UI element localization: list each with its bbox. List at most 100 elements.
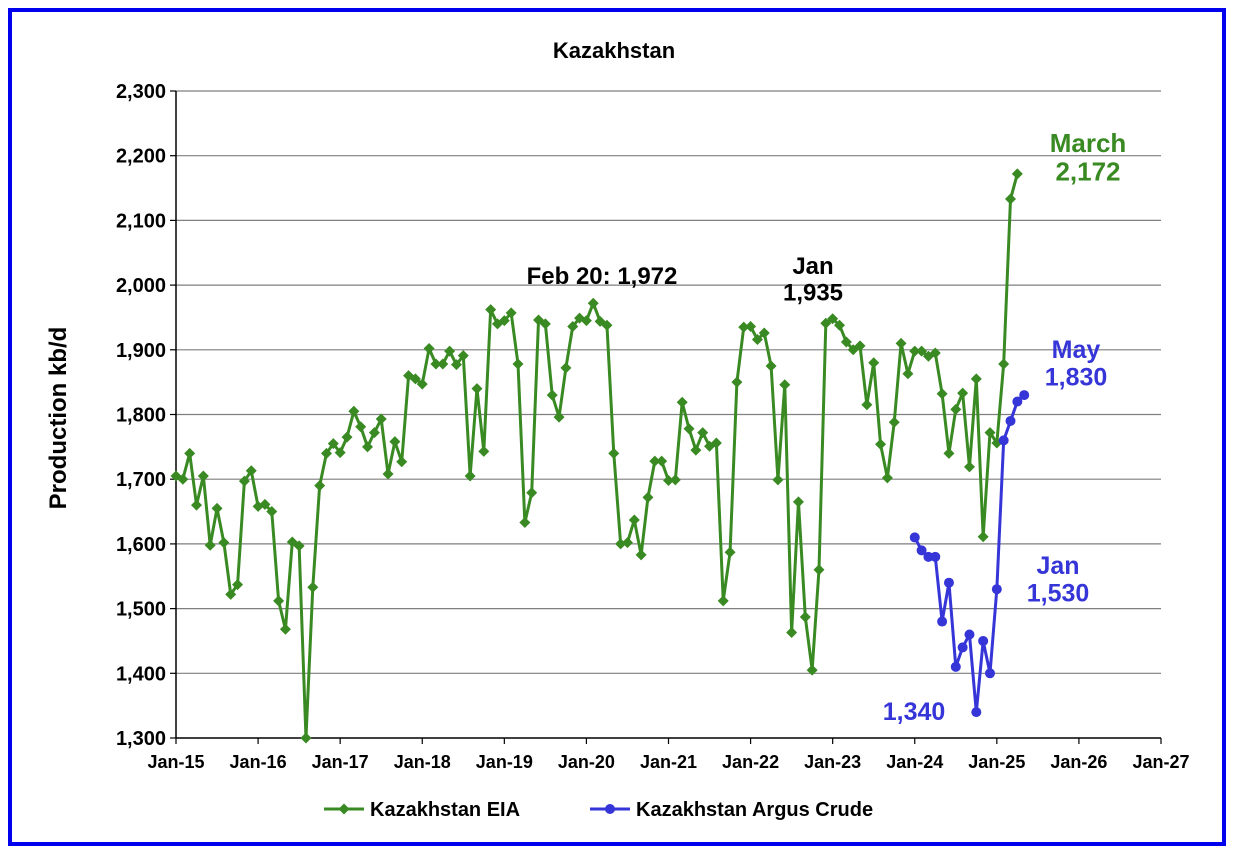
legend-item: Kazakhstan Argus Crude — [590, 799, 873, 821]
data-point — [327, 438, 339, 450]
data-point — [745, 321, 757, 333]
data-point — [731, 376, 743, 388]
data-point — [348, 405, 360, 417]
x-tick-label: Jan-20 — [558, 752, 615, 772]
data-point — [307, 581, 319, 593]
data-point — [676, 396, 688, 408]
data-point — [937, 616, 948, 627]
data-point — [998, 358, 1010, 370]
series-kazakhstan-eia — [170, 168, 1023, 744]
data-point — [293, 540, 305, 552]
annotation: Jan 1,935 — [783, 253, 843, 306]
data-point — [984, 668, 995, 679]
data-point — [273, 595, 285, 607]
chart-title: Kazakhstan — [553, 38, 675, 63]
legend: Kazakhstan EIA Kazakhstan Argus Crude — [324, 799, 873, 821]
data-point — [628, 514, 640, 526]
data-point — [512, 358, 524, 370]
data-point — [1005, 193, 1017, 205]
annotation-line: 2,172 — [1055, 157, 1120, 187]
data-point — [710, 437, 722, 449]
data-point — [663, 474, 674, 486]
y-tick-label: 1,700 — [116, 469, 166, 491]
data-point — [204, 539, 216, 551]
data-point — [943, 577, 954, 588]
data-point — [177, 473, 189, 485]
data-point — [184, 447, 196, 459]
data-point — [279, 623, 291, 635]
data-point — [875, 438, 887, 450]
data-point — [553, 411, 565, 423]
data-point — [779, 379, 791, 391]
annotation: 1,340 — [883, 698, 946, 726]
data-point — [751, 333, 763, 345]
data-point — [471, 383, 483, 395]
x-tick-label: Jan-16 — [230, 752, 287, 772]
data-point — [950, 661, 961, 672]
data-point — [375, 413, 387, 425]
series-kazakhstan-argus-crude — [909, 390, 1030, 718]
x-tick-label: Jan-21 — [640, 752, 697, 772]
data-point — [396, 456, 408, 468]
data-point — [218, 537, 230, 549]
annotation-line: 1,830 — [1045, 364, 1108, 392]
data-point — [820, 317, 832, 329]
data-point — [970, 373, 982, 385]
data-point — [649, 455, 661, 467]
data-point — [1011, 168, 1023, 180]
data-point — [238, 475, 250, 487]
data-point — [861, 399, 873, 411]
y-tick-label: 1,500 — [116, 599, 166, 621]
data-point — [978, 635, 989, 646]
data-point — [450, 359, 462, 371]
data-point — [957, 642, 968, 653]
data-point — [314, 480, 326, 492]
data-point — [341, 431, 353, 443]
data-point — [998, 435, 1009, 446]
legend-label: Kazakhstan EIA — [370, 799, 520, 821]
data-point — [936, 388, 948, 400]
data-point — [191, 499, 203, 511]
y-tick-label: 2,300 — [116, 81, 166, 103]
data-point — [786, 627, 798, 639]
x-tick-label: Jan-27 — [1132, 752, 1189, 772]
x-tick-label: Jan-15 — [147, 752, 204, 772]
data-point — [567, 321, 579, 333]
data-point — [916, 345, 928, 357]
data-point — [259, 498, 271, 510]
data-point — [211, 502, 223, 514]
data-point — [382, 468, 394, 480]
y-tick-labels: 1,300 1,400 1,500 1,600 1,700 1,800 1,900 2,000… — [116, 81, 166, 750]
x-tick-label: Jan-18 — [394, 752, 451, 772]
data-point — [902, 368, 914, 380]
data-point — [840, 336, 852, 348]
y-tick-label: 1,600 — [116, 534, 166, 556]
grid — [176, 90, 1161, 674]
legend-item: Kazakhstan EIA — [324, 799, 520, 821]
annotation-line: March — [1050, 128, 1127, 158]
data-point — [334, 447, 346, 459]
data-point — [724, 546, 736, 558]
y-tick-label: 1,300 — [116, 728, 166, 750]
data-point — [601, 319, 613, 331]
data-point — [656, 455, 668, 467]
data-point — [758, 327, 770, 339]
y-tick-label: 1,900 — [116, 340, 166, 362]
data-point — [991, 584, 1002, 595]
data-point — [888, 416, 900, 428]
series-line — [175, 173, 1019, 740]
x-tick-label: Jan-24 — [886, 752, 943, 772]
data-point — [957, 387, 969, 399]
data-point — [526, 487, 538, 499]
data-point — [457, 350, 469, 362]
data-point — [1012, 396, 1023, 407]
data-point — [635, 549, 647, 561]
chart: Kazakhstan Production kb/d 1,300 1,400 1,5… — [45, 38, 1190, 821]
data-point — [916, 545, 927, 556]
legend-label: Kazakhstan Argus Crude — [636, 799, 873, 821]
data-point — [464, 470, 476, 482]
y-tick-label: 2,100 — [116, 210, 166, 232]
data-point — [539, 318, 551, 330]
data-point — [738, 321, 750, 333]
legend-swatch-marker — [605, 804, 615, 814]
